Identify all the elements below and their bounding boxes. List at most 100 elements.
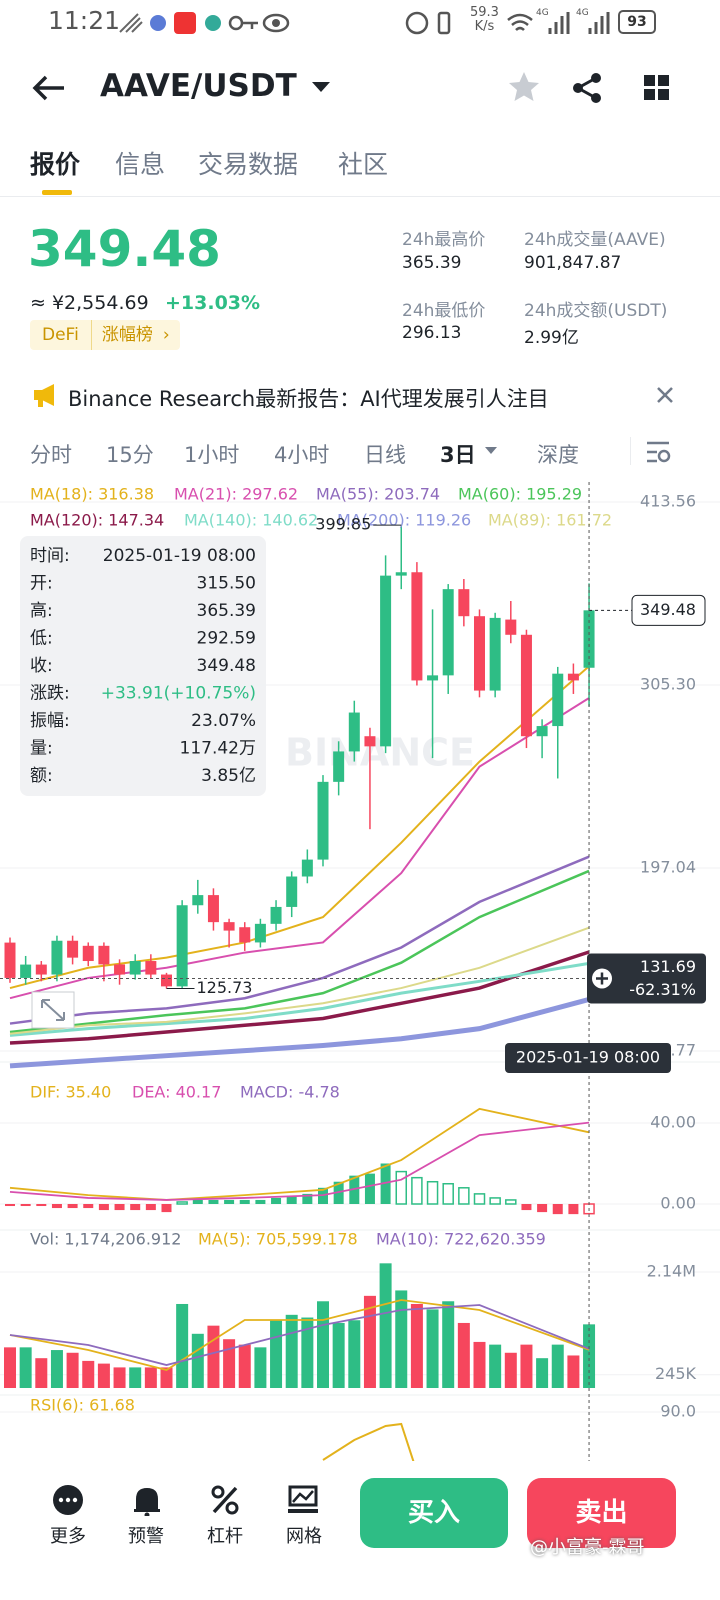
ma-line xyxy=(9,950,590,1045)
macd-bar xyxy=(411,1176,423,1205)
candle-body xyxy=(82,945,94,962)
last-price: 349.48 xyxy=(28,220,221,278)
header-icons[interactable] xyxy=(506,70,676,106)
volume-bar xyxy=(567,1355,580,1388)
macd-bar xyxy=(20,1204,31,1207)
interval[interactable]: 3日 xyxy=(440,443,476,467)
interval-dropdown[interactable] xyxy=(484,446,498,456)
y-tick-label: 90.0 xyxy=(660,1402,696,1421)
volume-bar xyxy=(285,1314,298,1388)
volume-bar xyxy=(191,1333,204,1388)
y-tick-label: 197.04 xyxy=(640,857,696,876)
close-banner[interactable] xyxy=(655,385,675,405)
ma-line xyxy=(9,665,590,990)
legend-entry: MA(21): 297.62 xyxy=(174,485,298,504)
tags[interactable]: DeFi 涨幅榜 › xyxy=(30,320,180,350)
volume-bar xyxy=(489,1344,502,1388)
tab[interactable]: 社区 xyxy=(338,150,389,179)
macd-bar xyxy=(568,1204,579,1215)
ma-line xyxy=(9,697,590,1000)
interval[interactable]: 15分 xyxy=(106,443,154,467)
legend-entry: MA(10): 722,620.359 xyxy=(376,1230,546,1249)
tooltip-value: 349.48 xyxy=(197,656,256,676)
tooltip-label: 高: xyxy=(30,601,53,621)
signal-icons xyxy=(507,12,610,34)
sell-button[interactable]: 卖出 xyxy=(527,1478,676,1548)
y-tick-label: 245K xyxy=(655,1364,697,1383)
tooltip-label: 低: xyxy=(30,629,53,649)
chart-settings[interactable] xyxy=(645,440,671,464)
volume-bar xyxy=(363,1295,376,1388)
pair-dropdown[interactable] xyxy=(310,80,332,94)
nav-label[interactable]: 更多 xyxy=(50,1526,86,1547)
macd-bar xyxy=(224,1199,235,1204)
tag[interactable]: DeFi xyxy=(42,325,79,345)
candle-body xyxy=(489,617,501,691)
volume-bar xyxy=(176,1303,189,1388)
y-tick-label: 305.30 xyxy=(640,674,696,693)
volume-bar xyxy=(238,1344,251,1388)
volume-bar xyxy=(395,1290,408,1388)
candle-body xyxy=(505,619,517,635)
back-button[interactable] xyxy=(30,72,70,104)
candle-body xyxy=(286,876,298,907)
macd-bar xyxy=(114,1204,125,1211)
buy-button[interactable]: 买入 xyxy=(360,1478,508,1548)
candle-body xyxy=(129,961,141,975)
candle-body xyxy=(145,961,157,975)
macd-bar xyxy=(505,1199,517,1205)
y-tick-label: 40.00 xyxy=(650,1113,696,1132)
nav-label[interactable]: 网格 xyxy=(286,1526,322,1547)
legend-entry: MA(18): 316.38 xyxy=(30,485,154,504)
volume-bar xyxy=(82,1360,95,1388)
stat-label: 24h成交额(USDT) xyxy=(524,301,668,321)
banner-text[interactable]: Binance Research最新报告：AI代理发展引人注目 xyxy=(68,387,549,411)
volume-bar xyxy=(410,1303,423,1388)
legend-entry: MA(120): 147.34 xyxy=(30,511,164,530)
nav-label[interactable]: 杠杆 xyxy=(207,1526,243,1547)
interval[interactable]: 分时 xyxy=(30,443,72,467)
candle-body xyxy=(442,589,454,676)
y-tick-label: 413.56 xyxy=(640,492,696,511)
divider xyxy=(0,196,720,197)
ma-line xyxy=(9,997,590,1069)
tab[interactable]: 信息 xyxy=(115,150,166,179)
tooltip-label: 振幅: xyxy=(30,711,70,731)
interval[interactable]: 深度 xyxy=(537,443,579,467)
candle-body xyxy=(427,675,439,681)
volume-bar xyxy=(270,1320,283,1388)
macd-bar xyxy=(67,1204,78,1209)
volume-bar xyxy=(457,1322,470,1388)
volume-bar xyxy=(301,1317,314,1388)
tooltip-label: 涨跌: xyxy=(30,684,70,704)
nav-icons[interactable] xyxy=(50,1484,330,1516)
macd-bar xyxy=(537,1204,548,1213)
interval[interactable]: 日线 xyxy=(364,443,406,467)
ma-line xyxy=(9,869,590,1034)
tooltip-value: 315.50 xyxy=(197,574,256,594)
tag[interactable]: 涨幅榜 xyxy=(90,320,163,350)
macd-bar xyxy=(458,1187,470,1205)
legend-entry: MA(140): 140.62 xyxy=(184,511,318,530)
tooltip-box xyxy=(20,536,266,796)
volume-bar xyxy=(520,1344,533,1388)
volume-bar xyxy=(426,1309,439,1388)
pair-title[interactable]: AAVE/USDT xyxy=(100,68,297,104)
legend-entry: DIF: 35.40 xyxy=(30,1083,111,1102)
nav-label[interactable]: 预警 xyxy=(128,1526,164,1547)
interval[interactable]: 1小时 xyxy=(184,443,240,467)
volume-bar xyxy=(442,1301,455,1388)
tab[interactable]: 交易数据 xyxy=(198,150,299,179)
stat-label: 24h最低价 xyxy=(402,301,486,321)
crosshair-box xyxy=(587,953,706,1004)
volume-bar xyxy=(144,1367,157,1388)
tooltip-label: 额: xyxy=(30,766,53,786)
tab[interactable]: 报价 xyxy=(30,150,81,179)
candle-body xyxy=(239,927,251,943)
candle-body xyxy=(458,589,470,617)
candle-body xyxy=(348,712,360,752)
interval[interactable]: 4小时 xyxy=(274,443,330,467)
last-price-label: 349.48 xyxy=(640,600,696,619)
tooltip-label: 时间: xyxy=(30,546,70,566)
